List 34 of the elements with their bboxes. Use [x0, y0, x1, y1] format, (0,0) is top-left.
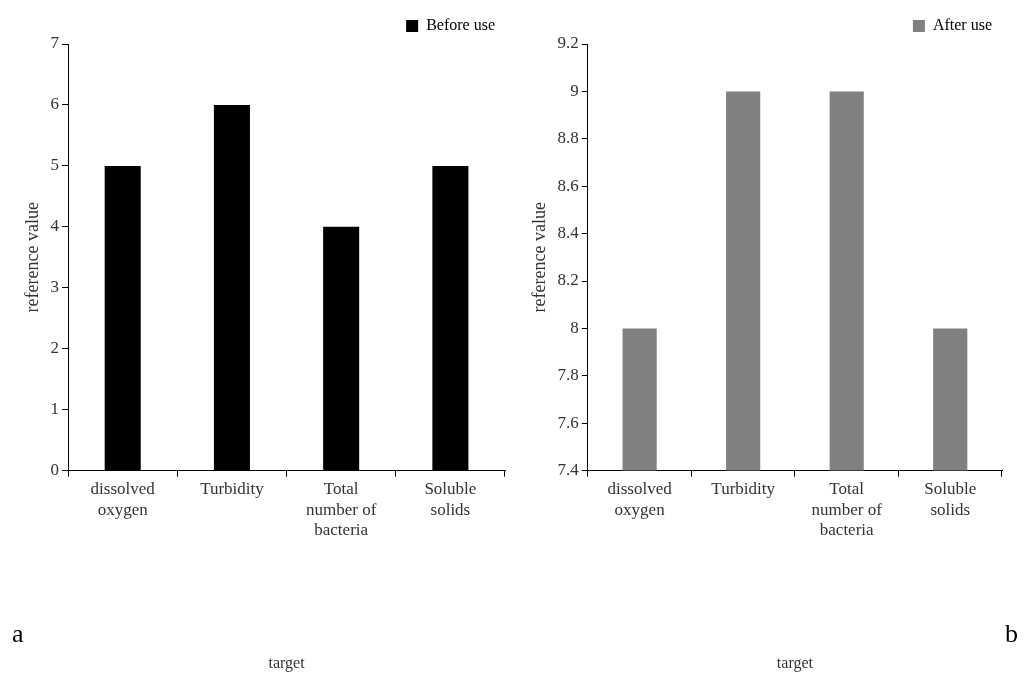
y-tick-label: 5 [50, 155, 60, 175]
x-tick-label: Soluble solids [924, 479, 977, 519]
x-tick-label: Total number of bacteria [811, 479, 883, 540]
y-tick-label: 3 [50, 277, 60, 297]
x-tick-label: Turbidity [200, 479, 265, 499]
y-tick-label: 8.2 [557, 270, 579, 290]
y-axis-title: reference value [528, 202, 549, 313]
y-tick-label: 0 [50, 460, 60, 480]
y-tick-label: 7.8 [557, 365, 579, 385]
y-tick-label: 7.6 [557, 412, 579, 432]
y-tick-label: 2 [50, 338, 60, 358]
y-tick-label: 7 [50, 33, 60, 53]
legend-label: Before use [426, 16, 495, 34]
x-tick-label: dissolved oxygen [607, 479, 673, 519]
y-tick-label: 8.8 [557, 128, 579, 148]
x-tick-label: Soluble solids [424, 479, 477, 519]
text: b [1005, 619, 1018, 648]
text: a [12, 619, 24, 648]
y-tick-label: 9.2 [557, 33, 579, 53]
y-axis-title: reference value [21, 202, 42, 313]
x-tick-label: dissolved oxygen [90, 479, 156, 519]
y-tick-label: 8 [570, 317, 579, 337]
x-tick-label: Total number of bacteria [305, 479, 377, 540]
x-axis-title: target [268, 653, 306, 672]
x-tick-label: Turbidity [711, 479, 776, 499]
y-tick-label: 9 [570, 80, 579, 100]
y-tick-label: 6 [50, 94, 60, 114]
y-tick-label: 1 [50, 399, 60, 419]
x-axis-title: target [776, 653, 814, 672]
y-tick-label: 4 [50, 216, 60, 236]
y-tick-label: 7.4 [557, 460, 580, 480]
y-tick-label: 8.6 [557, 175, 579, 195]
legend-label: After use [932, 16, 993, 34]
y-tick-label: 8.4 [557, 223, 580, 243]
